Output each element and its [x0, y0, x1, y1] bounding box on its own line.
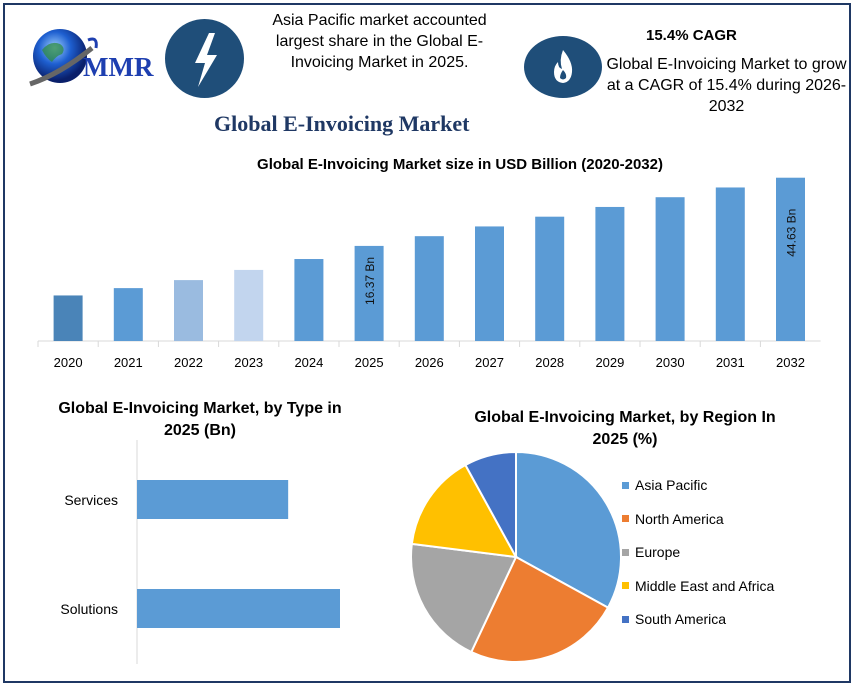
main-title: Global E-Invoicing Market [214, 111, 470, 136]
x-tick-label: 2031 [716, 355, 745, 370]
bar-2023 [234, 269, 264, 341]
market-size-chart: 2020 2021 2022 2023 2024 2025 16.37 Bn 2026 2027… [37, 177, 821, 370]
type-chart-title: Global E-Invoicing Market, by Type in 20… [58, 400, 342, 439]
legend-item: Europe [622, 544, 680, 560]
legend-label: Middle East and Africa [635, 577, 775, 594]
x-tick-label: 2028 [535, 355, 564, 370]
legend-swatch [622, 548, 629, 556]
legend-item: North America [622, 511, 724, 527]
x-tick-label: 2021 [114, 355, 143, 370]
legend-label: South America [635, 611, 727, 627]
region-chart-title: Global E-Invoicing Market, by Region In … [474, 409, 776, 448]
bar-services [137, 480, 289, 519]
bar-2028 [535, 216, 565, 341]
category-label: Solutions [60, 601, 118, 617]
x-tick-label: 2020 [54, 355, 83, 370]
bar-2021 [113, 288, 143, 341]
legend-label: North America [635, 510, 724, 527]
legend-label: Asia Pacific [635, 477, 708, 493]
pie-slice-middle-east-and-africa [410, 463, 518, 559]
legend-item: South America [622, 611, 726, 627]
cagr-heading: 15.4% CAGR [646, 27, 737, 44]
mmr-logo: MMR [28, 22, 160, 92]
bar-2027 [475, 226, 504, 341]
legend-label: Europe [635, 544, 681, 560]
legend-swatch [622, 515, 629, 522]
x-tick-label: 2024 [294, 355, 323, 370]
market-size-chart-title: Global E-Invoicing Market size in USD Bi… [257, 156, 663, 173]
legend-swatch [622, 615, 629, 623]
bar-2022 [174, 280, 203, 341]
category-label: Services [64, 492, 118, 508]
flame-icon [524, 36, 602, 98]
asia-pacific-callout: Asia Pacific market accounted largest sh… [272, 12, 487, 71]
legend-item: Middle East and Africa [622, 578, 774, 594]
legend-item: Asia Pacific [622, 477, 707, 493]
x-tick-label: 2030 [656, 355, 685, 370]
pie-slice-north-america [469, 555, 610, 663]
logo-text: MMR [83, 52, 154, 82]
pie-slice-asia-pacific [515, 450, 622, 609]
bar-2029 [595, 206, 625, 341]
bar-solutions [137, 589, 340, 628]
cagr-callout: Global E-Invoicing Market to grow at a C… [606, 56, 847, 115]
region-pie-chart [410, 450, 622, 663]
x-tick-label: 2032 [776, 355, 805, 370]
lightning-bolt-icon [165, 19, 244, 98]
pie-slice-south-america [464, 450, 517, 558]
x-tick-label: 2029 [595, 355, 624, 370]
x-tick-label: 2027 [475, 355, 504, 370]
infographic-frame [3, 3, 851, 683]
bar-2020 [53, 295, 83, 341]
bar-2026 [414, 236, 444, 341]
bar-2024 [294, 259, 324, 341]
bar-2030 [655, 197, 685, 341]
x-tick-label: 2023 [234, 355, 263, 370]
x-tick-label: 2022 [174, 355, 203, 370]
data-label: 16.37 Bn [363, 257, 377, 305]
type-chart: Services Solutions [60, 440, 340, 664]
pie-slice-europe [410, 542, 518, 654]
legend-swatch [622, 582, 629, 589]
globe-icon [29, 29, 98, 87]
data-label: 44.63 Bn [785, 209, 799, 257]
bar-2031 [715, 187, 745, 341]
bar-2025 [354, 245, 384, 341]
legend-swatch [622, 481, 629, 489]
x-tick-label: 2025 [355, 355, 384, 370]
x-tick-label: 2026 [415, 355, 444, 370]
bar-2032 [776, 177, 805, 341]
